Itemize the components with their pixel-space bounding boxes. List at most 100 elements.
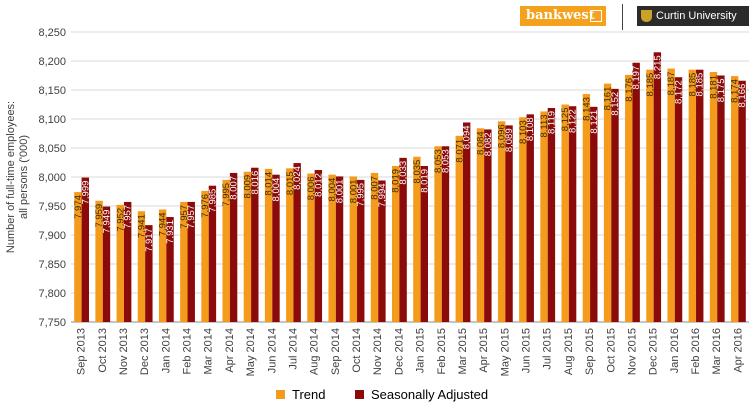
data-label-trend: 8,185	[687, 73, 698, 97]
data-label-seasonally-adjusted: 7,994	[377, 183, 388, 207]
x-tick-label: Mar 2014	[203, 328, 215, 374]
y-tick-label: 8,150	[38, 85, 66, 97]
data-label-trend: 8,143	[581, 97, 592, 121]
legend-item-seasonally-adjusted: Seasonally Adjusted	[355, 387, 488, 402]
bar-seasonally-adjusted	[738, 80, 746, 322]
bar-seasonally-adjusted	[399, 157, 407, 322]
bar-trend	[603, 83, 612, 323]
bar-seasonally-adjusted	[547, 107, 556, 322]
curtin-logo: Curtin University	[637, 6, 749, 26]
x-tick-label: Feb 2016	[690, 328, 702, 374]
y-tick-label: 8,100	[38, 114, 66, 126]
data-label-trend: 8,161	[603, 87, 614, 111]
data-label-trend: 8,174	[730, 79, 741, 103]
data-label-trend: 7,959	[94, 204, 105, 228]
bar-trend	[392, 165, 400, 322]
y-tick-label: 7,900	[38, 230, 66, 242]
data-label-trend: 8,009	[242, 175, 253, 199]
data-label-trend: 8,004	[327, 178, 338, 202]
legend-swatch-seasonally-adjusted	[355, 390, 364, 399]
bar-seasonally-adjusted	[378, 180, 386, 322]
data-label-seasonally-adjusted: 7,917	[144, 228, 155, 252]
bar-trend	[646, 69, 654, 322]
bar-seasonally-adjusted	[81, 177, 89, 322]
x-tick-label: Nov 2014	[372, 328, 384, 375]
x-tick-label: Jul 2015	[542, 328, 554, 370]
bar-trend	[328, 174, 336, 322]
data-label-seasonally-adjusted: 8,172	[674, 80, 685, 104]
bar-trend	[667, 68, 675, 322]
data-label-seasonally-adjusted: 8,024	[292, 166, 303, 190]
data-label-seasonally-adjusted: 8,197	[631, 66, 642, 90]
data-label-seasonally-adjusted: 8,019	[419, 169, 430, 193]
x-tick-label: Feb 2015	[436, 328, 448, 374]
bar-seasonally-adjusted	[102, 206, 111, 322]
x-tick-label: Aug 2014	[309, 328, 321, 375]
data-label-trend: 8,014	[264, 172, 275, 196]
bar-seasonally-adjusted	[441, 146, 450, 322]
x-tick-label: Dec 2015	[648, 328, 660, 375]
data-label-seasonally-adjusted: 8,053	[440, 149, 451, 173]
x-tick-label: Apr 2016	[732, 328, 744, 373]
data-label-trend: 8,001	[348, 179, 359, 203]
bar-trend	[519, 117, 527, 322]
x-tick-label: Dec 2014	[393, 328, 405, 375]
bar-seasonally-adjusted	[166, 217, 174, 322]
x-tick-label: Jun 2015	[521, 328, 533, 373]
data-label-trend: 7,976	[200, 194, 211, 218]
y-tick-label: 8,200	[38, 56, 66, 68]
bar-seasonally-adjusted	[314, 170, 323, 322]
bar-trend	[709, 72, 718, 323]
x-tick-label: Mar 2016	[711, 328, 723, 374]
bar-trend	[561, 104, 569, 322]
data-label-trend: 7,995	[221, 183, 232, 207]
bar-seasonally-adjusted	[632, 62, 640, 323]
data-label-seasonally-adjusted: 7,931	[165, 220, 176, 244]
x-tick-label: Aug 2015	[563, 328, 575, 375]
curtin-crest-icon	[641, 10, 652, 22]
data-label-trend: 7,974	[73, 195, 84, 219]
x-tick-label: Jul 2014	[287, 328, 299, 370]
x-tick-label: Dec 2013	[139, 328, 151, 375]
bar-trend	[582, 94, 591, 322]
data-label-trend: 7,952	[115, 208, 126, 232]
y-axis-title: Number of full-time employees:all person…	[5, 101, 30, 253]
data-label-seasonally-adjusted: 8,007	[229, 176, 240, 200]
data-label-seasonally-adjusted: 8,166	[737, 84, 748, 108]
bar-seasonally-adjusted	[145, 225, 153, 322]
y-tick-label: 8,000	[38, 172, 66, 184]
data-label-trend: 8,071	[454, 139, 465, 163]
bar-seasonally-adjusted	[568, 106, 577, 323]
legend-label-trend: Trend	[292, 387, 326, 402]
x-tick-label: Mar 2015	[457, 328, 469, 374]
bar-seasonally-adjusted	[462, 122, 471, 322]
y-tick-label: 8,250	[38, 27, 66, 39]
bar-trend	[413, 156, 421, 322]
x-tick-label: Nov 2013	[118, 328, 130, 375]
x-tick-label: Sep 2015	[584, 328, 596, 375]
y-tick-label: 8,050	[38, 143, 66, 155]
bars	[74, 52, 746, 323]
bar-trend	[74, 192, 82, 322]
y-tick-label: 7,800	[38, 288, 66, 300]
x-tick-label: Jan 2014	[160, 328, 172, 373]
data-label-seasonally-adjusted: 8,089	[504, 128, 515, 152]
bar-seasonally-adjusted	[123, 201, 132, 322]
data-label-trend: 8,006	[306, 177, 317, 201]
data-label-seasonally-adjusted: 8,004	[271, 178, 282, 202]
bar-trend	[497, 121, 506, 322]
bar-trend	[116, 204, 124, 322]
bar-seasonally-adjusted	[229, 172, 238, 322]
x-tick-label: Jan 2016	[669, 328, 681, 373]
bar-seasonally-adjusted	[674, 77, 683, 323]
data-label-trend: 7,944	[158, 212, 169, 236]
data-label-trend: 8,176	[624, 78, 635, 102]
data-label-trend: 7,957	[179, 205, 190, 229]
x-tick-label: May 2015	[499, 328, 511, 376]
x-tick-label: Nov 2015	[626, 328, 638, 375]
data-label-seasonally-adjusted: 8,108	[525, 117, 536, 141]
bar-seasonally-adjusted	[187, 201, 195, 322]
bar-trend	[286, 168, 294, 322]
bar-seasonally-adjusted	[420, 165, 428, 322]
